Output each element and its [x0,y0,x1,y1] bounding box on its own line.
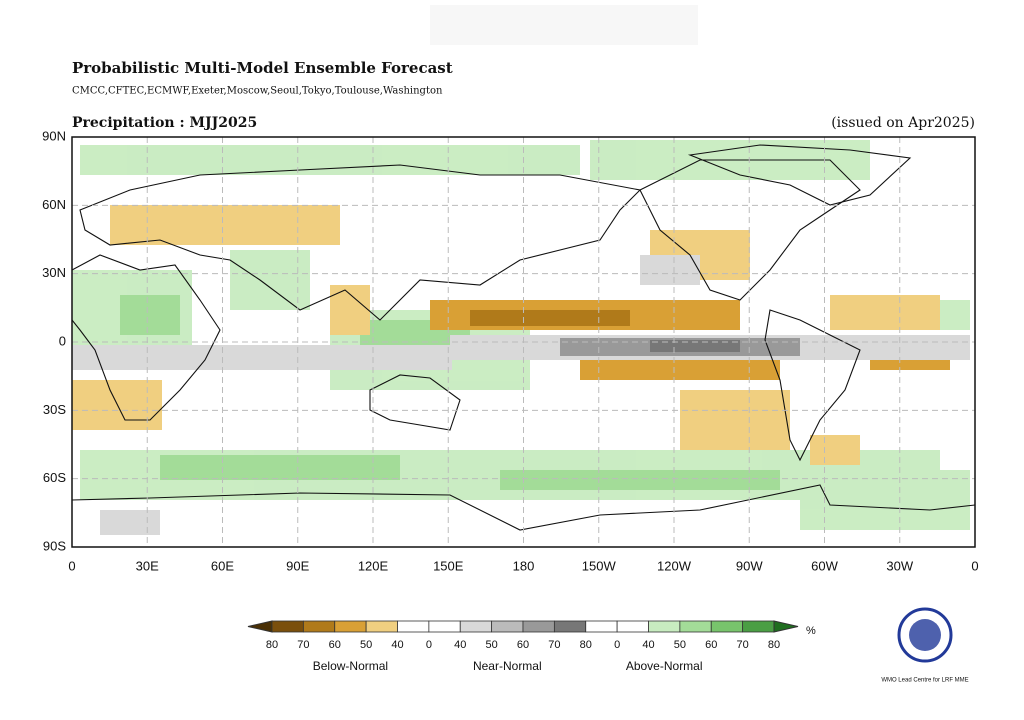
colorbar-tick-label: 70 [297,639,309,651]
lat-label: 90N [42,128,66,143]
colorbar-segment [585,620,618,633]
colorbar-segment [365,620,398,633]
colorbar-segment [710,620,744,633]
lon-label: 60W [811,558,838,573]
colorbar-tick-label: 50 [674,639,686,651]
lon-label: 120W [657,558,692,573]
models: CMCC,CFTEC,ECMWF,Exeter,Moscow,Seoul,Tok… [72,86,443,97]
colorbar-tick-label: 0 [426,639,432,651]
lat-label: 30S [43,402,66,417]
colorbar-segment [334,620,367,633]
colorbar-tick-label: 60 [705,639,717,651]
colorbar-tick-label: 80 [266,639,278,651]
lat-label: 0 [59,333,66,348]
colorbar-segment [648,620,681,633]
wmo-logo: WMO Lead Centre for LRF MME [881,607,969,684]
lon-label: 0 [971,558,978,573]
category-label: Near-Normal [473,659,542,673]
colorbar-segment [302,620,336,633]
lon-label: 90E [286,558,309,573]
lon-label: 120E [358,558,389,573]
colorbar-tick-label: 70 [548,639,560,651]
colorbar-segment [491,620,524,633]
colorbar-tick-label: 40 [642,639,654,651]
lon-label: 30E [136,558,159,573]
blank-header [430,5,698,45]
graticule [72,137,975,547]
colorbar-tick-label: 60 [329,639,341,651]
category-label: Above-Normal [626,659,703,673]
colorbar-tick-label: 80 [768,639,780,651]
colorbar: 80 70 60 50 40 0 40 50 60 70 80 0 40 50 60 70 80% Below-N… [247,620,816,673]
colorbar-end [247,620,273,633]
lat-label: 30N [42,265,66,280]
title: Probabilistic Multi-Model Ensemble Forec… [72,59,453,77]
colorbar-segment [397,620,430,633]
lon-label: 150W [582,558,617,573]
colorbar-tick-label: 50 [360,639,372,651]
colorbar-segment [428,620,461,633]
lon-label: 60E [211,558,234,573]
colorbar-segment [459,620,493,633]
lon-label: 90W [736,558,763,573]
colorbar-segment [679,620,712,633]
colorbar-segment [742,620,775,633]
variable: Precipitation : MJJ2025 [72,115,257,131]
colorbar-end [773,620,799,633]
colorbar-tick-label: 40 [391,639,403,651]
lon-label: 30W [886,558,913,573]
lon-label: 180 [513,558,535,573]
issued: (issued on Apr2025) [831,115,975,131]
colorbar-segment [553,620,587,633]
colorbar-tick-label: 60 [517,639,529,651]
lat-label: 90S [43,538,66,553]
colorbar-tick-label: 50 [486,639,498,651]
lon-label: 150E [433,558,464,573]
colorbar-tick-label: 80 [580,639,592,651]
colorbar-segment [522,620,555,633]
category-label: Below-Normal [313,659,388,673]
map-frame [71,136,976,548]
colorbar-tick-label: 40 [454,639,466,651]
colorbar-segment [271,620,304,633]
lat-label: 60S [43,470,66,485]
colorbar-unit: % [806,625,816,637]
lon-label: 0 [68,558,75,573]
colorbar-segment [616,620,649,633]
lat-label: 60N [42,197,66,212]
colorbar-tick-label: 0 [614,639,620,651]
colorbar-tick-label: 70 [737,639,749,651]
logo-text: WMO Lead Centre for LRF MME [881,678,968,684]
